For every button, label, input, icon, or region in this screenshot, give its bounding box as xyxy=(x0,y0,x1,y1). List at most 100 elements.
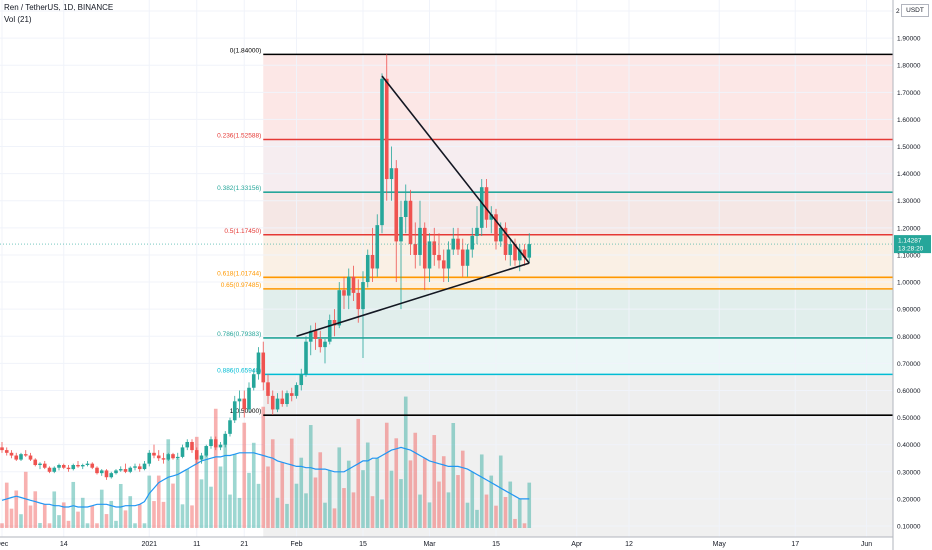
fib-band xyxy=(263,277,893,289)
candle-body xyxy=(80,465,85,467)
candle-body xyxy=(14,455,19,460)
candle-body xyxy=(4,450,9,453)
volume-bar xyxy=(137,504,142,528)
candle-body xyxy=(460,249,465,266)
volume-bar xyxy=(223,436,228,528)
volume-bar xyxy=(418,494,422,528)
y-tick-label: 0.50000 xyxy=(897,415,921,422)
x-tick-label: 15 xyxy=(359,541,367,548)
candle-body xyxy=(242,398,247,410)
volume-bar xyxy=(104,514,109,528)
price-tag-time: 13:28:20 xyxy=(898,246,924,253)
volume-bar xyxy=(256,483,261,528)
volume-bar xyxy=(337,447,342,528)
volume-bar xyxy=(389,470,394,528)
candle-body xyxy=(351,276,356,293)
candle-body xyxy=(256,352,261,375)
volume-bar xyxy=(61,502,66,528)
volume-bar xyxy=(451,423,456,528)
y-tick-label: 1.20000 xyxy=(897,225,921,232)
candle-body xyxy=(152,452,156,456)
y-tick-label: 1.90000 xyxy=(897,36,921,43)
candle-body xyxy=(228,420,232,434)
candle-body xyxy=(475,227,479,236)
y-tick-label: 1.50000 xyxy=(897,144,921,151)
volume-bar xyxy=(460,450,465,528)
volume-bar xyxy=(275,497,280,528)
candle-body xyxy=(19,454,23,460)
candle-body xyxy=(218,444,223,448)
candle-body xyxy=(503,227,508,255)
volume-bar xyxy=(28,505,33,528)
candle-body xyxy=(375,225,380,269)
volume-bar xyxy=(361,470,365,528)
volume-bar xyxy=(251,442,256,528)
volume-bar xyxy=(318,452,323,528)
volume-bar xyxy=(242,422,247,528)
volume-bar xyxy=(437,481,441,528)
y-tick-label: 1.80000 xyxy=(897,63,921,70)
candle-body xyxy=(66,467,71,470)
candle-body xyxy=(413,244,418,255)
volume-bar xyxy=(465,502,470,528)
volume-bar xyxy=(346,460,351,528)
volume-bar xyxy=(351,492,356,528)
candle-body xyxy=(95,467,99,474)
candle-body xyxy=(299,374,304,386)
candle-body xyxy=(199,455,204,460)
candles xyxy=(0,54,893,480)
candle-body xyxy=(185,441,190,448)
candle-body xyxy=(204,446,209,456)
y-tick-label: 0.70000 xyxy=(897,361,921,368)
candle-body xyxy=(171,454,175,459)
volume-bar xyxy=(527,482,532,528)
candle-body xyxy=(332,320,337,326)
candle-body xyxy=(275,398,280,410)
candle-body xyxy=(403,200,408,217)
volume-bar xyxy=(422,458,427,528)
volume-bar xyxy=(399,479,403,528)
volume-bar xyxy=(327,470,332,528)
volume-bar xyxy=(156,475,161,528)
candle-body xyxy=(517,249,522,261)
candle-body xyxy=(23,454,28,456)
candle-body xyxy=(109,473,114,478)
volume-moving-average xyxy=(1,446,530,508)
candle-body xyxy=(370,254,375,269)
volume-bar xyxy=(432,435,437,528)
candle-body xyxy=(180,447,185,457)
fib-band xyxy=(263,374,893,416)
x-tick-label: Jun xyxy=(861,541,872,548)
y-tick-label: 1.00000 xyxy=(897,280,921,287)
candle-body xyxy=(28,455,33,460)
x-tick-label: May xyxy=(713,541,727,548)
candle-body xyxy=(142,463,147,470)
currency-selector[interactable]: USDT xyxy=(901,4,929,17)
volume-bar xyxy=(384,422,389,528)
volume-bar xyxy=(332,508,337,528)
candle-body xyxy=(337,290,342,326)
volume-bar xyxy=(408,460,413,528)
candle-body xyxy=(52,467,57,472)
volume-bar xyxy=(380,499,384,528)
candle-body xyxy=(346,276,351,296)
volume-bar xyxy=(213,408,218,528)
volume-bar xyxy=(194,436,199,528)
candle-body xyxy=(114,470,118,474)
volume-bar xyxy=(204,450,209,528)
candle-body xyxy=(318,338,323,348)
candle-body xyxy=(251,374,256,388)
volume-bar xyxy=(508,481,513,528)
volume-bar xyxy=(498,455,503,528)
chart-title: Ren / TetherUS, 1D, BINANCE xyxy=(4,3,114,12)
volume-bar xyxy=(128,496,133,528)
volume-bar xyxy=(19,514,23,528)
fib-band xyxy=(263,192,893,235)
volume-bar xyxy=(209,486,213,528)
candle-body xyxy=(494,214,498,242)
candle-body xyxy=(380,78,384,226)
volume-bar xyxy=(446,492,451,528)
candle-body xyxy=(247,387,251,410)
